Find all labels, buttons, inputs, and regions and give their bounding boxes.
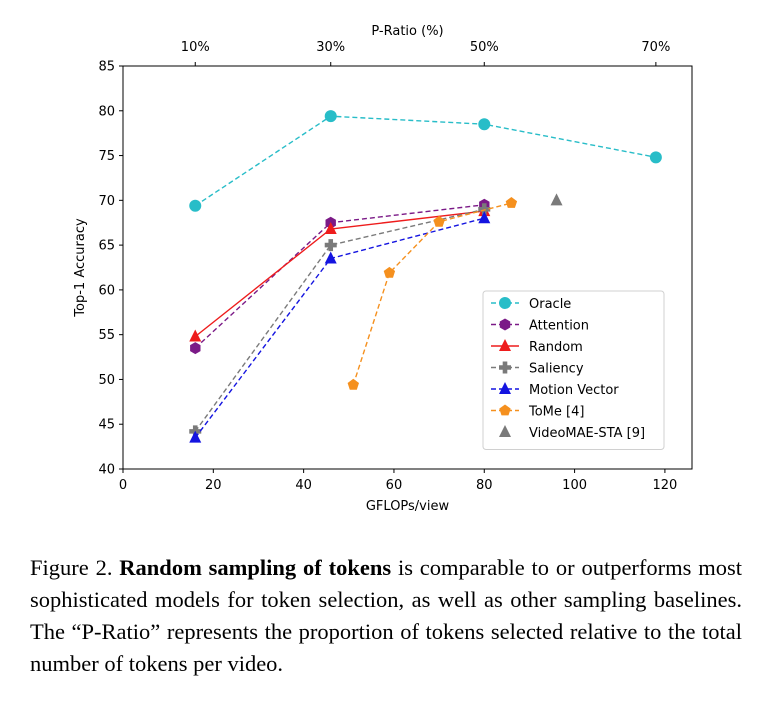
legend-label-saliency: Saliency bbox=[529, 362, 584, 377]
y-tick-label: 55 bbox=[98, 328, 115, 343]
top-axis-title: P-Ratio (%) bbox=[371, 24, 443, 39]
y-tick-label: 65 bbox=[98, 239, 115, 254]
data-point-saliency bbox=[324, 239, 337, 252]
legend-marker-oracle bbox=[499, 297, 511, 309]
data-point-tome-4 bbox=[433, 215, 445, 227]
legend-label-attention: Attention bbox=[529, 319, 589, 334]
legend-label-oracle: Oracle bbox=[529, 297, 571, 312]
legend-label-videomae-sta-9: VideoMAE-STA [9] bbox=[529, 426, 645, 441]
x-tick-label: 60 bbox=[386, 478, 403, 493]
y-tick-label: 45 bbox=[98, 418, 115, 433]
legend-label-tome-4: ToMe [4] bbox=[528, 405, 584, 420]
data-point-motion-vector bbox=[324, 251, 337, 264]
top-tick-label: 10% bbox=[181, 40, 210, 55]
y-tick-label: 80 bbox=[98, 104, 115, 119]
y-axis-title: Top-1 Accuracy bbox=[73, 218, 88, 318]
data-point-motion-vector bbox=[478, 211, 491, 224]
data-point-oracle bbox=[189, 199, 202, 212]
series-line-saliency bbox=[194, 208, 485, 432]
legend-marker-videomae-sta-9 bbox=[499, 425, 511, 437]
data-point-tome-4 bbox=[505, 197, 518, 208]
data-point-tome-4 bbox=[383, 266, 396, 278]
legend-marker-motion-vector bbox=[499, 382, 511, 394]
data-point-saliency bbox=[478, 203, 491, 216]
legend-marker-saliency bbox=[499, 361, 511, 374]
legend-marker-random bbox=[499, 339, 511, 351]
x-axis-title: GFLOPs/view bbox=[366, 499, 450, 514]
top-tick-label: 30% bbox=[316, 40, 345, 55]
y-tick-label: 70 bbox=[98, 194, 115, 209]
series-line-motion-vector bbox=[194, 217, 485, 439]
y-tick-label: 40 bbox=[98, 463, 115, 478]
data-point-random bbox=[189, 329, 202, 342]
caption-prefix: Figure 2. bbox=[30, 555, 113, 580]
plot-frame bbox=[122, 65, 693, 470]
data-point-attention bbox=[190, 342, 201, 355]
data-point-motion-vector bbox=[189, 430, 202, 443]
x-tick-label: 80 bbox=[476, 478, 493, 493]
y-tick-label: 60 bbox=[98, 283, 115, 298]
x-tick-label: 100 bbox=[562, 478, 587, 493]
legend-marker-tome-4 bbox=[499, 404, 511, 416]
data-point-oracle bbox=[649, 151, 662, 164]
legend-label-motion-vector: Motion Vector bbox=[529, 383, 619, 398]
legend-box bbox=[482, 290, 665, 450]
x-tick-label: 0 bbox=[119, 478, 127, 493]
data-point-oracle bbox=[478, 118, 491, 131]
top-tick-label: 70% bbox=[641, 40, 670, 55]
y-tick-label: 50 bbox=[98, 373, 115, 388]
data-point-random bbox=[324, 221, 337, 234]
figure-caption: Figure 2. Random sampling of tokens is c… bbox=[30, 552, 742, 680]
legend-marker-attention bbox=[499, 318, 511, 331]
caption-bold: Random sampling of tokens bbox=[119, 555, 392, 580]
x-tick-label: 40 bbox=[295, 478, 312, 493]
data-point-tome-4 bbox=[347, 378, 359, 390]
series-line-tome-4 bbox=[352, 202, 512, 386]
top-tick-label: 50% bbox=[470, 40, 499, 55]
chart-container: 0 20 40 60 80 100 120 40 45 50 55 60 65 70 75 80 85 10% 30… bbox=[73, 24, 693, 514]
caption-text: is comparable to or outperforms most sop… bbox=[30, 555, 743, 676]
data-point-oracle bbox=[324, 110, 337, 123]
series-line-oracle bbox=[194, 115, 657, 207]
x-tick-label: 20 bbox=[205, 478, 222, 493]
y-tick-label: 85 bbox=[98, 60, 115, 75]
accuracy-vs-gflops-chart: 0 20 40 60 80 100 120 40 45 50 55 60 65 70 75 80 85 10% 30… bbox=[73, 24, 693, 514]
x-tick-label: 120 bbox=[652, 478, 677, 493]
legend-label-random: Random bbox=[529, 340, 583, 355]
y-tick-label: 75 bbox=[98, 149, 115, 164]
data-point-videomae-sta-9 bbox=[550, 193, 563, 206]
